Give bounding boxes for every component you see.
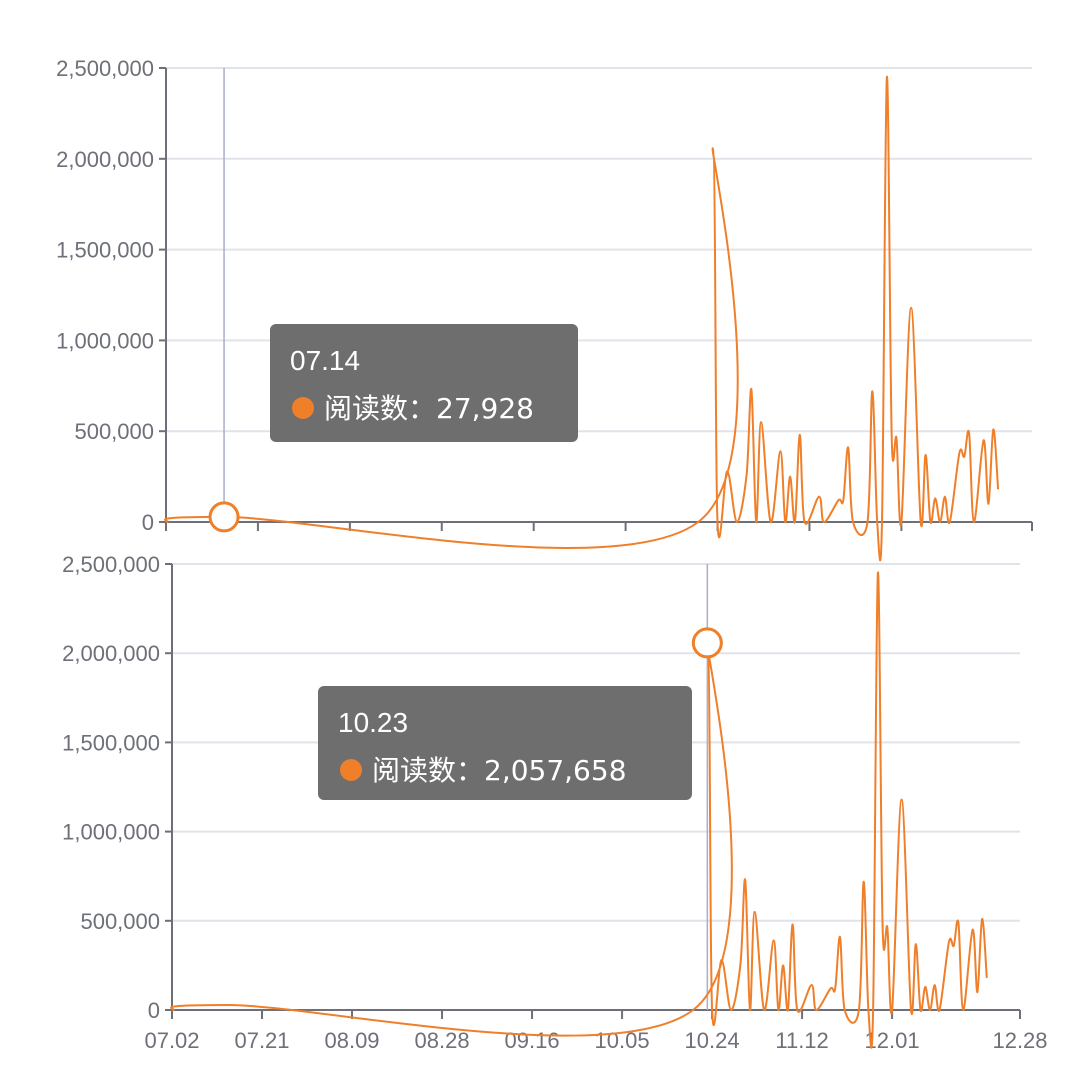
x-tick-label: 09.16: [505, 1028, 560, 1053]
tooltip-value: 阅读数：27,928: [324, 392, 534, 425]
x-tick-label: 07.21: [234, 1028, 289, 1053]
x-tick-label: 10.24: [685, 1028, 740, 1053]
y-tick-label: 2,000,000: [62, 641, 160, 666]
y-tick-label: 500,000: [80, 909, 160, 934]
y-tick-label: 0: [148, 998, 160, 1023]
chart-panel-2: 2,500,000 2,000,000 1,500,000 1,000,000 500,…: [62, 552, 1047, 1053]
tooltip-date: 07.14: [290, 345, 360, 376]
tooltip: 10.23 阅读数：2,057,658: [318, 686, 692, 800]
tooltip: 07.14 阅读数：27,928: [270, 324, 578, 442]
x-tick-label: 12.28: [992, 1028, 1047, 1053]
x-tick-label: 07.02: [144, 1028, 199, 1053]
y-tick-label: 2,500,000: [56, 56, 154, 81]
series-line: [164, 76, 1000, 562]
tooltip-series-dot: [292, 397, 314, 419]
y-tick-label: 2,500,000: [62, 552, 160, 577]
tooltip-date: 10.23: [338, 707, 408, 738]
x-tick-label: 11.12: [775, 1028, 828, 1053]
tooltip-value: 阅读数：2,057,658: [372, 754, 627, 787]
highlight-point-marker[interactable]: [208, 501, 240, 533]
y-tick-label: 1,500,000: [56, 238, 154, 263]
x-tick-label: 12.01: [865, 1028, 920, 1053]
y-tick-label: 1,000,000: [56, 328, 154, 353]
y-tick-label: 2,000,000: [56, 147, 154, 172]
tooltip-box: [270, 324, 578, 442]
x-tick-label: 08.28: [415, 1028, 470, 1053]
chart-panel-1: 2,500,000 2,000,000 1,500,000 1,000,000 500,…: [56, 56, 1033, 562]
y-tick-label: 1,500,000: [62, 730, 160, 755]
tooltip-series-dot: [340, 759, 362, 781]
y-tick-label: 1,000,000: [62, 820, 160, 845]
x-tick-label: 08.09: [324, 1028, 379, 1053]
tooltip-box: [318, 686, 692, 800]
series-line: [170, 571, 988, 1049]
y-tick-label: 500,000: [74, 419, 154, 444]
highlight-point-marker[interactable]: [691, 627, 723, 659]
y-tick-label: 0: [142, 510, 154, 535]
